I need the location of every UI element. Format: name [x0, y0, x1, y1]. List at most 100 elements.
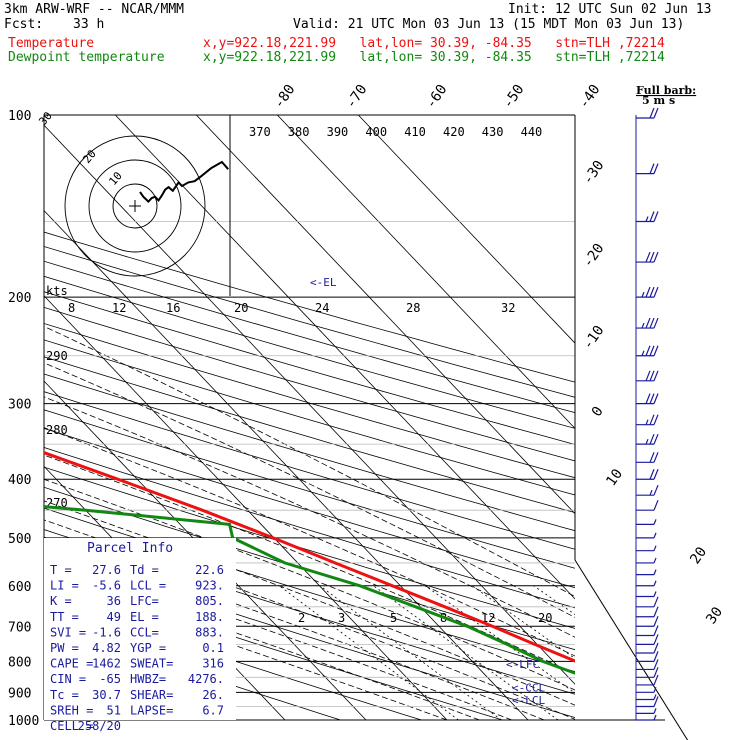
theta-label: 440: [521, 125, 543, 139]
parcel-field-value: 26.: [202, 688, 224, 702]
wind-barb-full: [646, 318, 650, 328]
wind-barb-full: [654, 318, 658, 328]
parcel-field-value: -1.6: [92, 625, 121, 639]
hodograph-speed-label: 12: [112, 301, 126, 315]
hodograph-speed-label: 28: [406, 301, 420, 315]
hodograph-speed-label: 8: [68, 301, 75, 315]
parcel-field-label: SVI =: [50, 625, 86, 639]
parcel-field-value: 0.1: [202, 641, 224, 655]
wind-barb-half: [646, 439, 648, 444]
hodograph-speed-label: 16: [166, 301, 180, 315]
wind-barb-half: [654, 533, 656, 538]
pressure-tick-label: 200: [8, 291, 31, 306]
mixing-ratio-label: 3: [338, 611, 345, 625]
wind-barb-half: [654, 558, 656, 563]
theta-label: 290: [46, 349, 68, 363]
pressure-tick-label: 800: [8, 655, 31, 670]
isotherm-label: 30: [703, 604, 726, 627]
parcel-field-label: T =: [50, 563, 72, 577]
wind-barb-full: [650, 371, 654, 381]
parcel-field-label: SREH =: [50, 703, 93, 717]
parcel-field-value: 4.82: [92, 641, 121, 655]
wind-barb-half: [642, 351, 644, 356]
theta-label: 400: [365, 125, 387, 139]
parcel-field-value: 4276.: [188, 672, 224, 686]
parcel-field-label: Td =: [130, 563, 159, 577]
parcel-field-value: 188.: [195, 610, 224, 624]
wind-barb-full: [654, 108, 658, 118]
parcel-field-value: 1462: [92, 657, 121, 671]
wind-barb-full: [654, 164, 658, 174]
parcel-field-label: LI =: [50, 579, 79, 593]
el-marker: <-EL: [310, 276, 337, 289]
wind-barb-half: [654, 581, 656, 586]
lfc-marker: <-LFC: [506, 658, 539, 671]
parcel-field-value: 30.7: [92, 688, 121, 702]
isotherm-line: [277, 115, 740, 720]
wind-barb-full: [654, 434, 658, 444]
wind-barb-full: [650, 415, 654, 425]
parcel-field-value: -65: [99, 672, 121, 686]
wind-barb-half: [642, 323, 644, 328]
isotherm-label: -80: [271, 82, 299, 112]
pressure-tick-label: 600: [8, 580, 31, 595]
isotherm-label: -70: [343, 82, 371, 112]
theta-label: 380: [288, 125, 310, 139]
isotherm-label: -10: [580, 323, 608, 353]
wind-barb-half: [654, 519, 656, 524]
parcel-field-value: 883.: [195, 625, 224, 639]
wind-barb-full: [654, 597, 658, 607]
wind-barb-full: [654, 371, 658, 381]
wind-barb-full: [650, 252, 654, 262]
wind-barb-full: [654, 607, 658, 617]
isotherm-label: -30: [580, 158, 608, 188]
pressure-tick-label: 400: [8, 473, 31, 488]
wind-barb-full: [654, 212, 658, 222]
pressure-tick-label: 300: [8, 398, 31, 413]
parcel-field-value: 258/20: [78, 719, 121, 733]
ccl-marker: <-CCL: [512, 681, 545, 694]
parcel-field-label: Tc =: [50, 688, 79, 702]
mixing-ratio-label: 20: [538, 611, 552, 625]
isotherm-label: 0: [589, 404, 607, 420]
wind-barb-full: [654, 452, 658, 462]
isotherm-label: 10: [603, 466, 626, 489]
hodograph-speed-label: 20: [234, 301, 248, 315]
wind-barb-half: [650, 490, 652, 495]
theta-label: 420: [443, 125, 465, 139]
hodograph-ring-label: 10: [106, 169, 124, 188]
pressure-tick-label: 700: [8, 620, 31, 635]
wind-barb-full: [654, 415, 658, 425]
parcel-field-label: LCL =: [130, 579, 166, 593]
pressure-tick-label: 500: [8, 532, 31, 547]
wind-barb-full: [650, 394, 654, 404]
wind-barb-full: [650, 452, 654, 462]
isotherm-label: -40: [576, 82, 604, 112]
mixing-ratio-label: 5: [390, 611, 397, 625]
hodograph-speed-label: 24: [315, 301, 329, 315]
wind-barb-half: [654, 570, 656, 575]
wind-barb-full: [650, 212, 654, 222]
theta-label: 280: [46, 423, 68, 437]
isotherm-label: -20: [580, 241, 608, 271]
parcel-field-label: LAPSE=: [130, 703, 173, 717]
wind-barb-half: [646, 420, 648, 425]
parcel-field-value: 51: [107, 703, 121, 717]
parcel-field-label: K =: [50, 594, 72, 608]
theta-label: 430: [482, 125, 504, 139]
wind-barb-full: [650, 318, 654, 328]
pressure-tick-label: 900: [8, 686, 31, 701]
wind-barb-full: [654, 469, 658, 479]
parcel-field-label: CCL=: [130, 625, 159, 639]
wind-barb-full: [646, 346, 650, 356]
isotherm-label: -60: [423, 82, 451, 112]
parcel-field-value: 316: [202, 657, 224, 671]
isotherm-line: [358, 115, 740, 720]
wind-barb-full: [654, 485, 658, 495]
wind-barb-half: [654, 708, 656, 713]
parcel-info-title: Parcel Info: [87, 541, 173, 556]
parcel-field-value: 6.7: [202, 703, 224, 717]
wind-barb-full: [650, 469, 654, 479]
mixing-ratio-line: [279, 586, 458, 720]
parcel-field-label: CIN =: [50, 672, 86, 686]
